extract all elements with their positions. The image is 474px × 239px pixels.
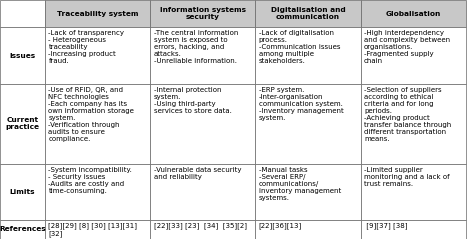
Text: Limits: Limits bbox=[10, 189, 35, 195]
Bar bbox=[150, 0, 255, 27]
Bar bbox=[361, 27, 466, 84]
Text: -The central information
system is exposed to
errors, hacking, and
attacks.
-Unr: -The central information system is expos… bbox=[154, 30, 238, 64]
Bar bbox=[361, 220, 466, 239]
Bar bbox=[0, 84, 45, 164]
Bar bbox=[150, 27, 255, 84]
Bar bbox=[150, 164, 255, 220]
Bar bbox=[255, 0, 361, 27]
Text: [22][36][13]: [22][36][13] bbox=[259, 223, 302, 229]
Text: -Lack of transparency
- Heterogeneous
traceability
-Increasing product
fraud.: -Lack of transparency - Heterogeneous tr… bbox=[48, 30, 124, 64]
Bar bbox=[45, 0, 150, 27]
Text: [22][33] [23]  [34]  [35][2]: [22][33] [23] [34] [35][2] bbox=[154, 223, 246, 229]
Text: -High interdependency
and complexity between
organisations.
-Fragmented supply
c: -High interdependency and complexity bet… bbox=[364, 30, 450, 64]
Text: -Lack of digitalisation
process.
-Communication issues
among multiple
stakeholde: -Lack of digitalisation process. -Commun… bbox=[259, 30, 340, 64]
Bar bbox=[0, 27, 45, 84]
Text: [9][37] [38]: [9][37] [38] bbox=[364, 223, 408, 229]
Bar bbox=[255, 27, 361, 84]
Text: -Manual tasks
-Several ERP/
communications/
inventory management
systems.: -Manual tasks -Several ERP/ communicatio… bbox=[259, 167, 341, 201]
Text: References: References bbox=[0, 226, 46, 233]
Text: Digitalisation and
communication: Digitalisation and communication bbox=[271, 7, 346, 20]
Bar bbox=[45, 220, 150, 239]
Text: -Use of RFID, QR, and
NFC technologies
-Each company has its
own information sto: -Use of RFID, QR, and NFC technologies -… bbox=[48, 87, 134, 141]
Text: -System incompatibility.
- Security issues
-Audits are costly and
time-consuming: -System incompatibility. - Security issu… bbox=[48, 167, 132, 194]
Bar bbox=[0, 164, 45, 220]
Bar bbox=[150, 84, 255, 164]
Bar bbox=[361, 164, 466, 220]
Bar bbox=[361, 84, 466, 164]
Bar bbox=[0, 0, 45, 27]
Text: Issues: Issues bbox=[9, 53, 36, 59]
Text: -Limited supplier
monitoring and a lack of
trust remains.: -Limited supplier monitoring and a lack … bbox=[364, 167, 450, 187]
Bar bbox=[45, 27, 150, 84]
Text: -Vulnerable data security
and reliability: -Vulnerable data security and reliabilit… bbox=[154, 167, 241, 179]
Bar bbox=[45, 84, 150, 164]
Bar bbox=[255, 164, 361, 220]
Text: Information systems
security: Information systems security bbox=[160, 7, 246, 20]
Bar bbox=[255, 220, 361, 239]
Bar bbox=[45, 164, 150, 220]
Bar bbox=[361, 0, 466, 27]
Bar bbox=[255, 84, 361, 164]
Text: Globalisation: Globalisation bbox=[386, 11, 441, 17]
Text: Current
practice: Current practice bbox=[6, 117, 39, 130]
Text: -Internal protection
system.
-Using third-party
services to store data.: -Internal protection system. -Using thir… bbox=[154, 87, 231, 114]
Text: [28][29] [8] [30] [13][31]
[32]: [28][29] [8] [30] [13][31] [32] bbox=[48, 223, 137, 237]
Bar bbox=[0, 220, 45, 239]
Text: -ERP system.
-Inter-organisation
communication system.
-Inventory management
sys: -ERP system. -Inter-organisation communi… bbox=[259, 87, 344, 120]
Text: Traceability system: Traceability system bbox=[57, 11, 138, 17]
Text: -Selection of suppliers
according to ethical
criteria and for long
periods.
-Ach: -Selection of suppliers according to eth… bbox=[364, 87, 451, 141]
Bar bbox=[150, 220, 255, 239]
